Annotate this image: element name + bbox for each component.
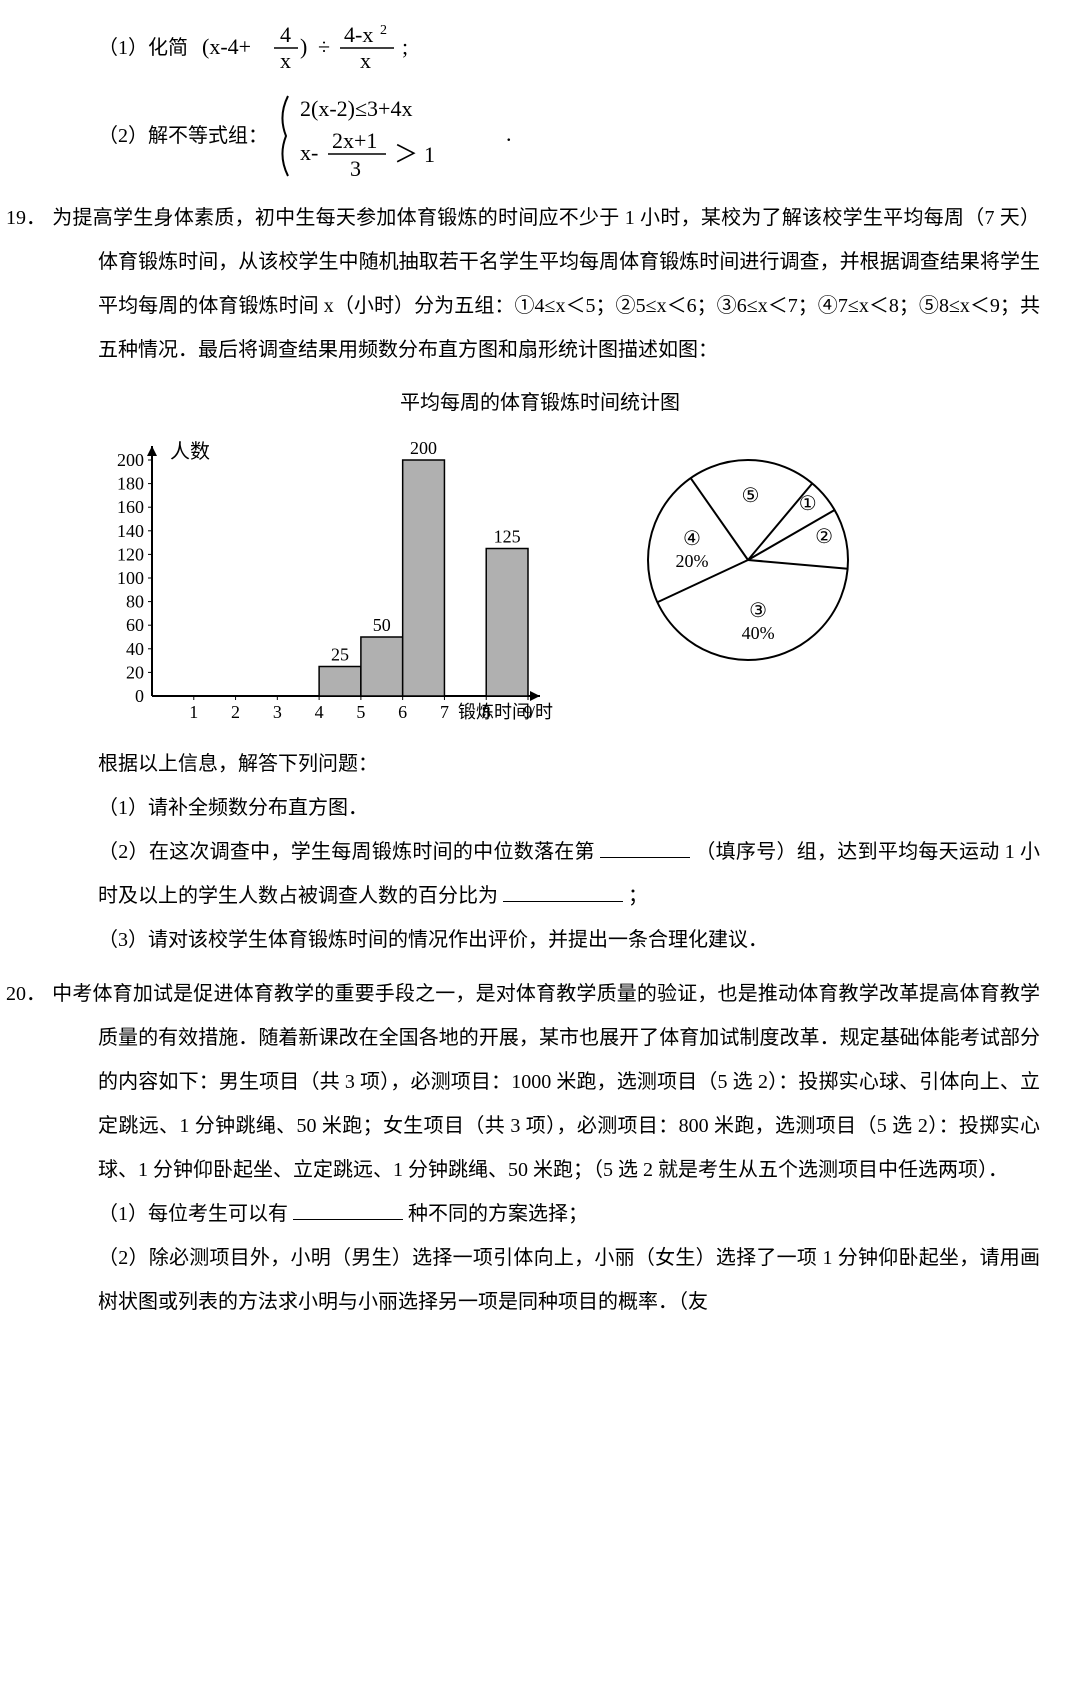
svg-text:2(x-2)≤3+4x: 2(x-2)≤3+4x [300, 96, 412, 121]
q19-p2a: （2）在这次调查中，学生每周锻炼时间的中位数落在第 [98, 841, 595, 863]
svg-text:6: 6 [398, 702, 407, 722]
svg-text:1: 1 [189, 702, 198, 722]
svg-text:;: ; [402, 34, 408, 59]
q18-system: 2(x-2)≤3+4x x- 2x+1 3 ＞ 1 . [276, 86, 576, 186]
svg-text:40: 40 [126, 639, 144, 659]
q19-blank1[interactable] [600, 839, 690, 858]
svg-text:0: 0 [135, 686, 144, 706]
q19-after: 根据以上信息，解答下列问题： [40, 742, 1040, 786]
q20-p1b: 种不同的方案选择； [408, 1203, 588, 1225]
svg-text:3: 3 [273, 702, 282, 722]
svg-text:50: 50 [373, 615, 391, 635]
svg-text:40%: 40% [742, 623, 775, 643]
svg-text:①: ① [799, 493, 817, 515]
q18-part1-label: （1）化简 [98, 27, 188, 69]
pie-chart: ③40% ② ① ⑤ ④20% [618, 430, 878, 690]
svg-text:2x+1: 2x+1 [332, 128, 377, 153]
svg-text:2: 2 [231, 702, 240, 722]
svg-text:125: 125 [494, 527, 521, 547]
svg-text:200: 200 [117, 450, 144, 470]
q20: 20．中考体育加试是促进体育教学的重要手段之一，是对体育教学质量的验证，也是推动… [40, 972, 1040, 1324]
q19-text: 为提高学生身体素质，初中生每天参加体育锻炼的时间应不少于 1 小时，某校为了解该… [52, 207, 1040, 361]
q20-p1a: （1）每位考生可以有 [98, 1203, 288, 1225]
svg-text:7: 7 [440, 702, 449, 722]
svg-text:5: 5 [356, 702, 365, 722]
svg-text:140: 140 [117, 521, 144, 541]
svg-text:20%: 20% [675, 551, 708, 571]
q18-part2-label: （2）解不等式组： [98, 115, 268, 157]
svg-text:60: 60 [126, 615, 144, 635]
svg-text:x: x [360, 48, 371, 73]
svg-text:x-: x- [300, 140, 318, 165]
q19: 19．为提高学生身体素质，初中生每天参加体育锻炼的时间应不少于 1 小时，某校为… [40, 196, 1040, 962]
svg-text:.: . [506, 121, 512, 146]
q19-p3: （3）请对该校学生体育锻炼时间的情况作出评价，并提出一条合理化建议． [40, 918, 1040, 962]
q19-chart-title: 平均每周的体育锻炼时间统计图 [40, 382, 1040, 424]
svg-text:120: 120 [117, 544, 144, 564]
svg-text:人数: 人数 [170, 440, 210, 463]
svg-text:x: x [280, 48, 291, 73]
q20-p1: （1）每位考生可以有 种不同的方案选择； [40, 1192, 1040, 1236]
q18-formula1: (x-4+ 4 x ) ÷ 4-x 2 x ; [202, 20, 462, 76]
q19-blank2[interactable] [503, 883, 623, 902]
svg-text:⑤: ⑤ [742, 485, 760, 507]
svg-text:4: 4 [280, 22, 291, 47]
q19-p2d: ； [628, 885, 648, 907]
svg-text:): ) [300, 34, 307, 59]
q20-blank1[interactable] [293, 1201, 403, 1220]
svg-text:80: 80 [126, 592, 144, 612]
svg-text:3: 3 [350, 156, 361, 181]
svg-text:4-x: 4-x [344, 22, 373, 47]
q19-p2: （2）在这次调查中，学生每周锻炼时间的中位数落在第 （填序号）组，达到平均每天运… [40, 830, 1040, 918]
svg-text:4: 4 [315, 702, 324, 722]
svg-text:2: 2 [380, 23, 387, 38]
svg-text:100: 100 [117, 568, 144, 588]
svg-text:②: ② [815, 526, 833, 548]
bar-chart: 0204060801001201401601802001234567892550… [98, 430, 558, 730]
svg-text:1: 1 [424, 142, 435, 167]
svg-text:÷: ÷ [318, 34, 330, 59]
q19-charts: 0204060801001201401601802001234567892550… [40, 430, 1040, 730]
q19-p2b: （填序号）组，达到平 [695, 841, 898, 863]
svg-text:＞: ＞ [394, 142, 418, 168]
svg-text:(x-4+: (x-4+ [202, 34, 251, 59]
q18-part1: （1）化简 (x-4+ 4 x ) ÷ 4-x 2 x ; [40, 20, 1040, 76]
svg-text:25: 25 [331, 645, 349, 665]
q18-part2: （2）解不等式组： 2(x-2)≤3+4x x- 2x+1 3 ＞ 1 . [40, 86, 1040, 186]
svg-text:④: ④ [683, 528, 701, 550]
svg-text:180: 180 [117, 474, 144, 494]
svg-text:20: 20 [126, 662, 144, 682]
q19-p1: （1）请补全频数分布直方图． [40, 786, 1040, 830]
q20-p2: （2）除必测项目外，小明（男生）选择一项引体向上，小丽（女生）选择了一项 1 分… [40, 1236, 1040, 1324]
q20-text: 中考体育加试是促进体育教学的重要手段之一，是对体育教学质量的验证，也是推动体育教… [52, 983, 1040, 1181]
svg-text:160: 160 [117, 497, 144, 517]
svg-text:200: 200 [410, 438, 437, 458]
svg-text:锻炼时间/时: 锻炼时间/时 [458, 702, 553, 722]
svg-text:③: ③ [749, 600, 767, 622]
